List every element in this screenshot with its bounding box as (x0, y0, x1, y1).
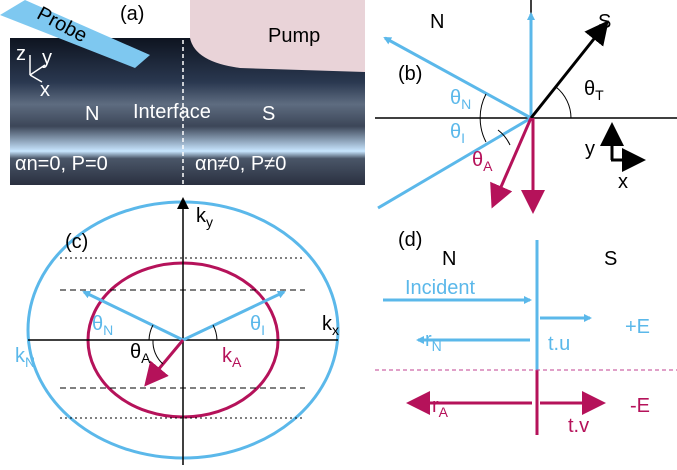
angle-arc (213, 325, 217, 340)
axis-y: y (42, 47, 52, 69)
axis-x: x (618, 171, 628, 193)
angle-arc (153, 340, 163, 364)
subscript: y (206, 214, 213, 230)
left-condition: αn=0, P=0 (15, 153, 108, 175)
tv-label: t.v (568, 415, 589, 437)
theta-n: θN (450, 87, 471, 112)
pump-label: Pump (268, 25, 320, 47)
subscript: A (232, 354, 242, 370)
region-n: N (430, 11, 444, 33)
axis-x: x (40, 79, 50, 101)
subscript: A (141, 350, 151, 366)
theta-i: θI (450, 121, 465, 146)
region-n: N (85, 103, 99, 125)
incident-k (183, 292, 284, 340)
panel-label: (d) (398, 229, 422, 251)
rn-label: rN (425, 329, 442, 354)
k-a-label: kA (222, 345, 242, 370)
interface-label: Interface (133, 101, 211, 123)
subscript: N (432, 338, 442, 354)
subscript: N (461, 96, 471, 112)
panel-d: (d) N S Incident rN t.u +E rA t.v -E (375, 229, 677, 437)
plus-e: +E (625, 316, 650, 338)
theta-a: θA (472, 149, 493, 174)
ra-label: rA (432, 395, 449, 420)
ky-label: ky (196, 205, 213, 230)
theta-t: θT (584, 78, 604, 103)
subscript: A (483, 158, 493, 174)
figure: Probe (a) Pump z y x N Interface S αn=0,… (0, 0, 677, 470)
subscript: T (595, 87, 604, 103)
subscript: I (261, 322, 265, 338)
symbol: θ (450, 87, 461, 109)
right-condition: αn≠0, P≠0 (195, 153, 286, 175)
panel-b: N S (b) θN θI θA θT y x (375, 0, 677, 208)
transmitted-ray (531, 25, 605, 118)
region-n: N (442, 248, 456, 270)
incident-label: Incident (405, 277, 475, 299)
panel-c: (c) ky kx θN θI θA kN kA (15, 200, 339, 465)
symbol: θ (450, 121, 461, 143)
theta-a: θA (130, 341, 151, 366)
symbol: θ (472, 149, 483, 171)
axis-z: z (16, 43, 26, 65)
k-n-label: kN (15, 345, 35, 370)
subscript: A (439, 404, 449, 420)
page: {"panel_a":{"label":"(a)","probe":"Probe… (0, 0, 677, 470)
theta-i: θI (250, 313, 265, 338)
theta-n: θN (92, 313, 113, 338)
angle-arc (556, 87, 571, 118)
panel-a: Probe (a) Pump z y x N Interface S αn=0,… (0, 0, 365, 185)
symbol: θ (584, 78, 595, 100)
angle-arc (149, 325, 153, 340)
panel-label: (c) (65, 231, 88, 253)
panel-label: (b) (398, 63, 422, 85)
panel-label: (a) (120, 3, 144, 25)
symbol: θ (92, 313, 103, 335)
region-s: S (262, 103, 275, 125)
symbol: θ (130, 341, 141, 363)
region-s: S (604, 248, 617, 270)
subscript: x (332, 322, 339, 338)
subscript: N (25, 354, 35, 370)
subscript: N (103, 322, 113, 338)
tu-label: t.u (548, 333, 570, 355)
minus-e: -E (630, 395, 650, 417)
subscript: I (461, 130, 465, 146)
region-s: S (598, 11, 611, 33)
symbol: θ (250, 313, 261, 335)
axis-y: y (585, 138, 595, 160)
